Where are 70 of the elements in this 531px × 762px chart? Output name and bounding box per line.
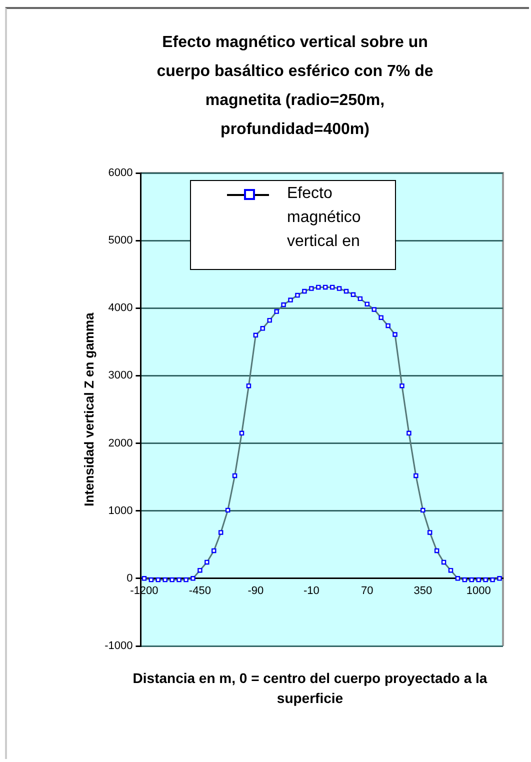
point — [309, 286, 314, 291]
y-tick-label: -1000 — [104, 640, 133, 652]
point — [225, 508, 230, 513]
x-tick-label: 350 — [414, 585, 432, 598]
point — [336, 286, 342, 291]
y-tick-label: 2000 — [108, 437, 133, 450]
point — [344, 288, 349, 294]
x-axis-title: Distancia en m, 0 = centro del cuerpo proyectado a la superficie — [132, 669, 488, 708]
point — [260, 326, 266, 331]
y-tick-label: 1000 — [108, 504, 133, 517]
point — [218, 530, 224, 535]
point — [198, 568, 202, 573]
y-axis-title: Intensidad vertical Z en gamma — [81, 312, 96, 506]
point — [386, 323, 390, 328]
point — [281, 302, 286, 308]
point — [142, 576, 147, 581]
x-tick-label: 70 — [361, 585, 374, 598]
point — [455, 576, 460, 581]
point — [170, 577, 174, 582]
y-tick-label: 4000 — [108, 302, 133, 314]
x-tick-label: -10 — [303, 585, 320, 598]
point — [302, 288, 307, 294]
point — [448, 568, 454, 573]
point — [246, 383, 252, 388]
point — [288, 298, 293, 302]
chart-title: Efecto magnético vertical sobre un cuerpo basáltico esférico con 7% de magnetita (radio=250m, profundidad=400m) — [156, 33, 434, 140]
point — [497, 576, 502, 581]
point — [184, 577, 188, 582]
point — [253, 332, 258, 338]
point — [204, 560, 210, 565]
point — [239, 430, 244, 436]
point — [212, 548, 216, 554]
point — [406, 430, 412, 436]
point — [232, 473, 238, 478]
point — [476, 577, 481, 582]
point — [330, 284, 335, 290]
point — [372, 307, 376, 312]
point — [392, 332, 398, 337]
point — [420, 508, 426, 513]
point — [441, 560, 446, 565]
legend-label: Efecto magnético vertical en — [287, 184, 362, 252]
point — [469, 577, 474, 582]
point — [274, 309, 279, 314]
y-tick-label: 5000 — [108, 234, 133, 247]
point — [462, 577, 468, 582]
point — [364, 302, 370, 306]
point — [427, 530, 432, 535]
point — [400, 383, 404, 388]
y-tick-label: 3000 — [108, 370, 133, 382]
point — [350, 292, 356, 297]
point — [148, 577, 154, 582]
point — [295, 292, 300, 298]
point — [156, 577, 161, 582]
point — [162, 577, 168, 582]
y-tick-label: 0 — [126, 572, 133, 584]
point — [483, 577, 488, 582]
point — [490, 577, 495, 582]
y-tick-label: 6000 — [108, 167, 133, 180]
point — [414, 473, 418, 478]
point — [176, 577, 182, 582]
point — [322, 284, 328, 290]
point — [316, 284, 321, 290]
point — [190, 576, 196, 581]
x-tick-label: -90 — [248, 585, 264, 598]
x-tick-label: 1000 — [466, 585, 491, 598]
point — [267, 318, 272, 323]
point — [358, 296, 363, 302]
point — [378, 315, 384, 320]
point — [434, 548, 440, 554]
x-tick-label: -450 — [188, 585, 211, 598]
